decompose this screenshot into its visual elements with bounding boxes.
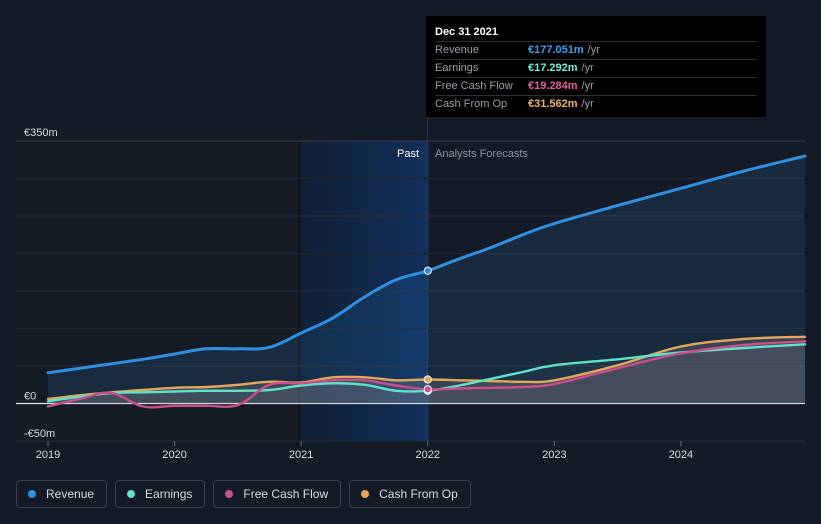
legend-revenue-button[interactable]: Revenue bbox=[16, 480, 108, 508]
fcf-dot-icon bbox=[225, 490, 234, 498]
highlight-markers bbox=[423, 266, 432, 395]
tooltip: Dec 31 2021 Revenue €177.051m /yr Earnin… bbox=[426, 16, 766, 117]
tooltip-row-fcf: Free Cash Flow €19.284m /yr bbox=[435, 77, 757, 95]
cfo-line bbox=[46, 335, 807, 401]
x-tick-label: 2020 bbox=[162, 449, 186, 461]
legend-label: Earnings bbox=[145, 487, 193, 501]
tooltip-row-cfo: Cash From Op €31.562m /yr bbox=[435, 95, 757, 113]
tooltip-label: Free Cash Flow bbox=[435, 80, 513, 92]
tooltip-value: €19.284m bbox=[528, 80, 578, 92]
earnings-line bbox=[46, 343, 807, 403]
region-label-forecast: Analysts Forecasts bbox=[435, 148, 528, 160]
tooltip-label: Earnings bbox=[435, 62, 479, 74]
earnings-dot-icon bbox=[127, 490, 136, 498]
y-tick-label: -€50m bbox=[24, 428, 55, 440]
x-tick-label: 2023 bbox=[542, 449, 566, 461]
cfo-point bbox=[423, 375, 432, 384]
tooltip-value: €17.292m bbox=[528, 62, 578, 74]
gridlines bbox=[16, 140, 805, 442]
legend: Revenue Earnings Free Cash Flow Cash Fro… bbox=[16, 480, 471, 508]
legend-earnings-button[interactable]: Earnings bbox=[115, 480, 206, 508]
revenue-dot-icon bbox=[28, 490, 36, 498]
tooltip-row-earnings: Earnings €17.292m /yr bbox=[435, 59, 757, 77]
legend-label: Cash From Op bbox=[379, 487, 458, 501]
region-label-past: Past bbox=[397, 148, 419, 160]
tooltip-unit: /yr bbox=[581, 80, 594, 92]
legend-label: Revenue bbox=[46, 487, 95, 501]
tooltip-unit: /yr bbox=[587, 44, 600, 56]
tooltip-row-revenue: Revenue €177.051m /yr bbox=[435, 41, 757, 59]
revenue-line bbox=[46, 154, 807, 375]
fcf-point bbox=[423, 385, 432, 394]
cfo-dot-icon bbox=[361, 490, 370, 498]
series-areas bbox=[48, 156, 805, 408]
tooltip-label: Cash From Op bbox=[435, 98, 508, 110]
revenue-point bbox=[423, 266, 432, 275]
fcf-area bbox=[48, 341, 805, 408]
legend-label: Free Cash Flow bbox=[243, 487, 329, 501]
earnings-area bbox=[48, 344, 805, 404]
x-tick-label: 2022 bbox=[416, 449, 440, 461]
tooltip-unit: /yr bbox=[581, 98, 594, 110]
fcf-line bbox=[46, 340, 807, 409]
legend-fcf-button[interactable]: Free Cash Flow bbox=[213, 480, 342, 508]
cfo-area bbox=[48, 336, 805, 404]
x-tick-label: 2019 bbox=[36, 449, 60, 461]
series-lines bbox=[46, 154, 807, 409]
y-tick-label: €350m bbox=[24, 127, 58, 139]
legend-cfo-button[interactable]: Cash From Op bbox=[349, 480, 471, 508]
tooltip-unit: /yr bbox=[581, 62, 594, 74]
x-tick-label: 2024 bbox=[669, 449, 693, 461]
tooltip-value: €177.051m bbox=[528, 44, 584, 56]
tooltip-date: Dec 31 2021 bbox=[435, 26, 498, 38]
axis-labels: €350m €0 -€50m 2019 2020 2021 2022 2023 2024 bbox=[24, 127, 693, 461]
tooltip-label: Revenue bbox=[435, 44, 480, 56]
tooltip-value: €31.562m bbox=[528, 98, 578, 110]
x-tick-label: 2021 bbox=[289, 449, 313, 461]
revenue-area bbox=[48, 156, 805, 404]
y-tick-label: €0 bbox=[24, 391, 36, 403]
lower-area bbox=[48, 336, 805, 404]
